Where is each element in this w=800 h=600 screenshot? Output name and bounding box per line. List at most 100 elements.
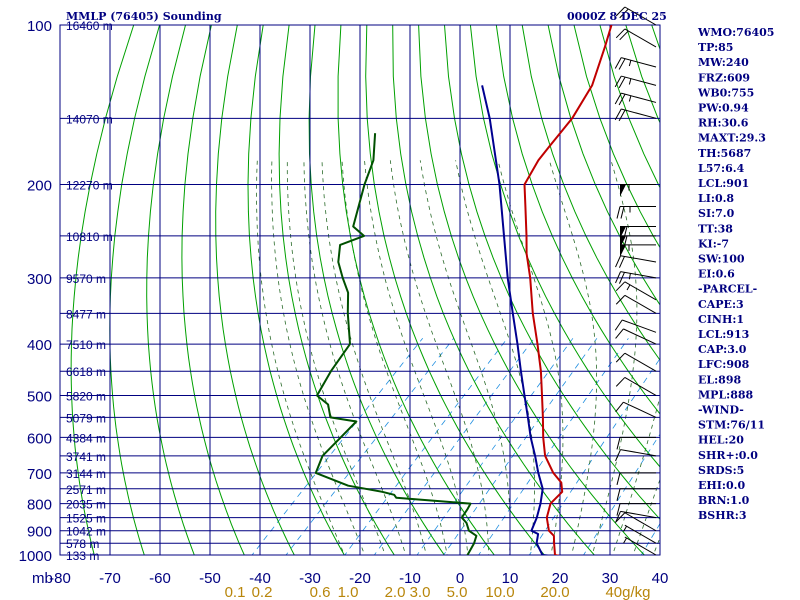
dry-adiabat-line: [109, 25, 161, 555]
dry-adiabat-line: [215, 25, 295, 555]
series-line-parcel: [481, 85, 554, 555]
index-line: LCL:901: [698, 177, 749, 190]
wind-barb: [615, 512, 657, 532]
mixing-ratio-line: [528, 357, 660, 555]
dry-adiabat-line: [547, 25, 660, 306]
moist-adiabat-line: [497, 160, 564, 555]
chart-title: MMLP (76405) Sounding: [66, 10, 222, 23]
mixing-ratio-tick-label: 10.0: [485, 584, 514, 600]
mixing-ratio-tick-label: 2.0: [385, 584, 406, 600]
index-line: MPL:888: [698, 388, 754, 401]
dry-adiabat-line: [278, 25, 395, 555]
temperature-tick-label: -40: [249, 570, 271, 587]
wind-barb: [615, 352, 657, 372]
temperature-tick-label: 10: [502, 570, 519, 587]
wind-barb: [615, 401, 657, 418]
dry-adiabat-line: [755, 25, 800, 566]
mixing-ratio-tick-label: 0.6: [310, 584, 331, 600]
index-line: EL:898: [698, 373, 741, 386]
height-label: 5079 m: [66, 411, 106, 425]
x-axis-unit-label: mb: [32, 570, 53, 587]
index-line: LFC:908: [698, 358, 750, 371]
index-line: PW:0.94: [698, 102, 749, 115]
pressure-tick-label: 1000: [19, 548, 52, 565]
height-label: 1042 m: [66, 525, 106, 539]
height-label: 4384 m: [66, 431, 106, 445]
index-line: HEL:20: [698, 434, 744, 447]
temperature-tick-label: -70: [99, 570, 121, 587]
temperature-tick-label: 30: [602, 570, 619, 587]
height-label: 2035 m: [66, 498, 106, 512]
index-line: TH:5687: [698, 147, 751, 160]
dry-adiabat-line: [146, 25, 195, 555]
moist-adiabat-line: [286, 160, 386, 555]
pressure-tick-label: 700: [27, 466, 52, 483]
chart-time: 0000Z 8 DEC 25: [567, 10, 667, 23]
moist-adiabat-line: [389, 160, 490, 555]
wind-barb: [614, 57, 657, 70]
temperature-tick-label: 40: [652, 570, 669, 587]
moist-adiabat-line: [612, 395, 660, 555]
wind-barb: [623, 536, 657, 556]
temperature-tick-label: 20: [552, 570, 569, 587]
pressure-tick-label: 300: [27, 271, 52, 288]
wind-barb: [614, 75, 657, 89]
wind-barb: [615, 377, 657, 396]
dry-adiabat-line: [469, 25, 660, 468]
moist-adiabat-line: [303, 160, 407, 555]
index-line: STM:76/11: [698, 419, 765, 432]
index-line: WB0:755: [697, 86, 754, 99]
height-label: 5820 m: [66, 389, 106, 403]
index-line: -WIND-: [698, 404, 744, 417]
wind-barb: [615, 328, 657, 345]
pressure-tick-label: 800: [27, 497, 52, 514]
index-line: WMO:76405: [697, 26, 774, 39]
mixing-ratio-line: [583, 433, 660, 555]
mixing-ratio-tick-label: 1.0: [338, 584, 359, 600]
index-line: CAPE:3: [698, 298, 744, 311]
wind-barb: [614, 92, 657, 106]
temperature-tick-label: 0: [456, 570, 464, 587]
dry-adiabat-line: [337, 25, 495, 555]
index-line: CAP:3.0: [698, 343, 747, 356]
wind-barb: [614, 319, 657, 333]
dry-adiabat-line: [247, 25, 345, 555]
height-label: 8477 m: [66, 307, 106, 321]
height-label: 1525 m: [66, 512, 106, 526]
index-line: EI:0.6: [698, 268, 735, 281]
series-line-dewpoint: [314, 133, 478, 555]
pressure-tick-label: 900: [27, 524, 52, 541]
temperature-tick-label: -20: [349, 570, 371, 587]
temperature-tick-label: -60: [149, 570, 171, 587]
index-line: EHI:0.0: [698, 479, 745, 492]
mixing-ratio-tick-label: 20.0: [540, 584, 569, 600]
index-line: FRZ:609: [698, 71, 750, 84]
height-label: 578 m: [66, 537, 99, 551]
index-line: -PARCEL-: [698, 283, 757, 296]
indices-panel: WMO:76405 TP:85 MW:240 FRZ:609 WB0:755 PW:0.9…: [697, 26, 774, 522]
mixing-ratio-tick-label: 40g/kg: [605, 584, 650, 600]
index-line: RH:30.6: [698, 117, 749, 130]
pressure-tick-label: 100: [27, 18, 52, 35]
mixing-ratio-line: [344, 338, 508, 555]
wind-barb: [615, 510, 657, 523]
dry-adiabat-line: [181, 25, 245, 555]
index-line: MAXT:29.3: [698, 132, 766, 145]
height-label: 10810 m: [66, 230, 113, 244]
height-label: 16460 m: [66, 19, 113, 33]
temperature-tick-label: -80: [49, 570, 71, 587]
index-line: SHR+:0.0: [698, 449, 758, 462]
wind-barb: [616, 205, 656, 219]
height-label: 3741 m: [66, 450, 106, 464]
index-line: LI:0.8: [698, 192, 734, 205]
wind-barb: [614, 108, 657, 122]
plot-frame: [59, 24, 661, 556]
dry-adiabat-line: [573, 25, 660, 249]
height-label: 2571 m: [66, 483, 106, 497]
wind-barb: [616, 503, 656, 516]
wind-barb: [620, 244, 656, 257]
mixing-ratio-tick-label: 5.0: [447, 584, 468, 600]
dry-adiabat-line: [365, 25, 545, 555]
index-line: KI:-7: [698, 237, 729, 250]
